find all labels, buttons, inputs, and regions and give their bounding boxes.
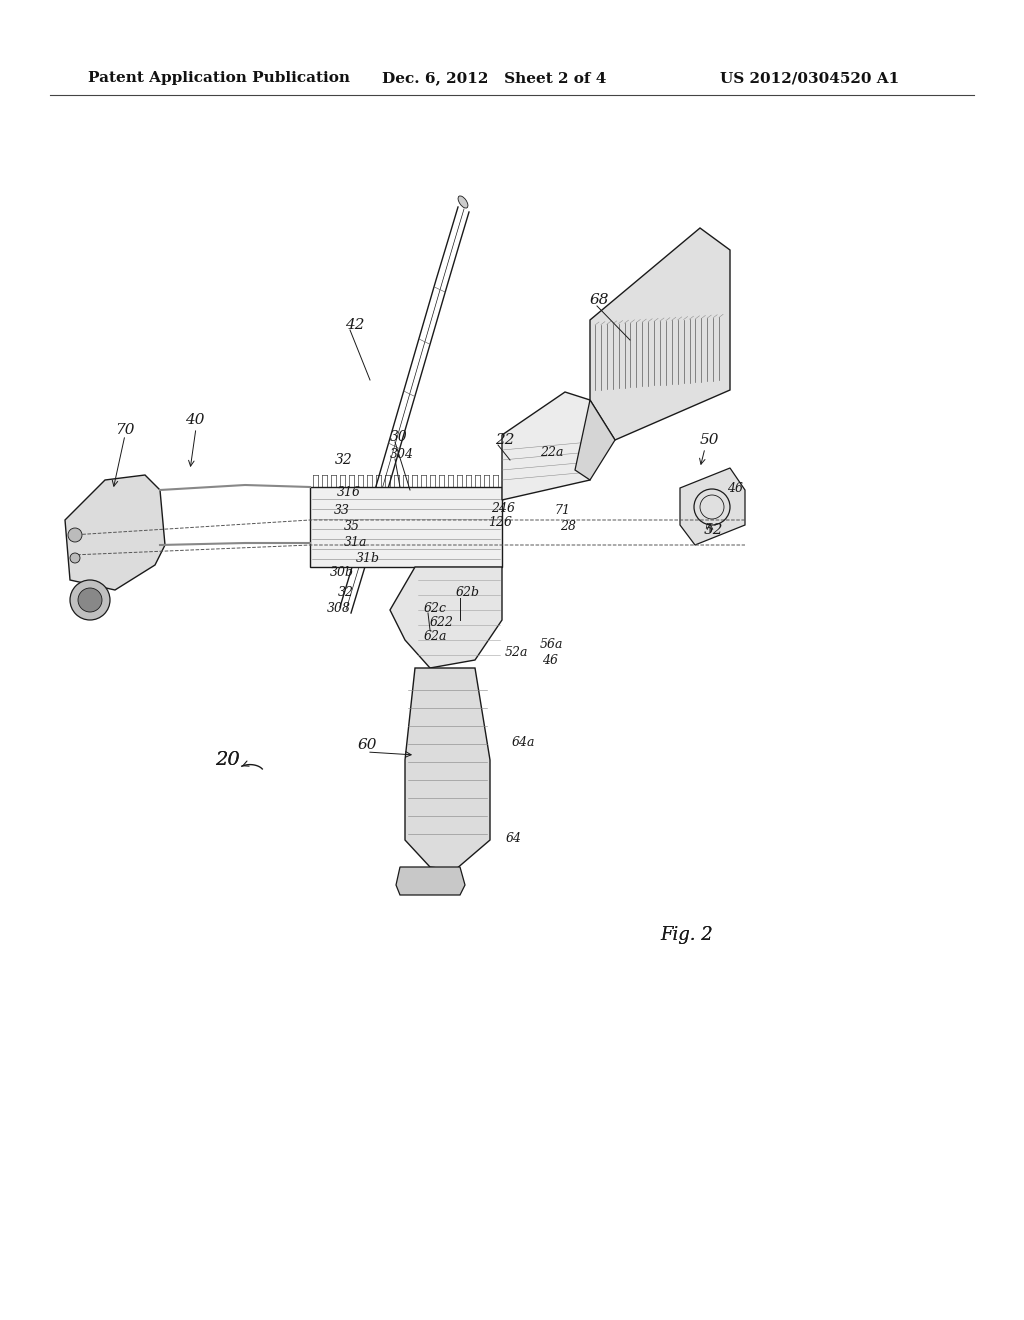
Text: 42: 42 [345,318,365,333]
Text: 71: 71 [554,503,570,516]
Text: Fig. 2: Fig. 2 [660,927,713,944]
Polygon shape [680,469,745,545]
Polygon shape [396,867,465,895]
Text: 30: 30 [390,430,408,444]
Circle shape [68,528,82,543]
Text: 30b: 30b [330,566,354,579]
Text: 62c: 62c [424,602,447,615]
Text: 22a: 22a [540,446,563,459]
Text: 46: 46 [542,653,558,667]
Text: 33: 33 [334,503,350,516]
Circle shape [78,587,102,612]
Text: 304: 304 [390,447,414,461]
Polygon shape [406,668,490,870]
Circle shape [70,579,110,620]
Text: 28: 28 [560,520,575,532]
Text: 64: 64 [506,832,522,845]
Polygon shape [390,568,502,668]
Text: 20: 20 [215,751,240,770]
Text: 70: 70 [115,422,134,437]
Text: 52a: 52a [505,645,528,659]
Text: 126: 126 [488,516,512,529]
Text: 50: 50 [700,433,720,447]
Polygon shape [65,475,165,590]
Text: 20: 20 [215,751,240,770]
Text: 31b: 31b [356,552,380,565]
Text: 32: 32 [335,453,352,467]
Text: 246: 246 [490,502,515,515]
Text: 308: 308 [327,602,351,615]
Text: 46: 46 [727,482,743,495]
Text: 316: 316 [337,487,361,499]
Text: 31a: 31a [344,536,368,549]
Text: 62a: 62a [424,631,447,644]
Text: 56a: 56a [540,639,563,652]
Polygon shape [575,400,615,480]
Text: 60: 60 [358,738,378,752]
Polygon shape [502,392,590,500]
Text: Dec. 6, 2012   Sheet 2 of 4: Dec. 6, 2012 Sheet 2 of 4 [382,71,606,84]
Text: Patent Application Publication: Patent Application Publication [88,71,350,84]
Text: 52: 52 [705,523,724,537]
Text: 32: 32 [338,586,354,598]
Text: 40: 40 [185,413,205,426]
Text: Fig. 2: Fig. 2 [660,927,713,944]
Text: 622: 622 [430,615,454,628]
Text: 64a: 64a [512,737,536,750]
Text: 35: 35 [344,520,360,533]
Text: 62b: 62b [456,586,480,599]
Polygon shape [310,487,502,568]
Text: 22: 22 [495,433,514,447]
Text: 68: 68 [590,293,609,308]
Polygon shape [590,228,730,440]
Circle shape [70,553,80,564]
Text: US 2012/0304520 A1: US 2012/0304520 A1 [720,71,899,84]
Ellipse shape [458,195,468,209]
